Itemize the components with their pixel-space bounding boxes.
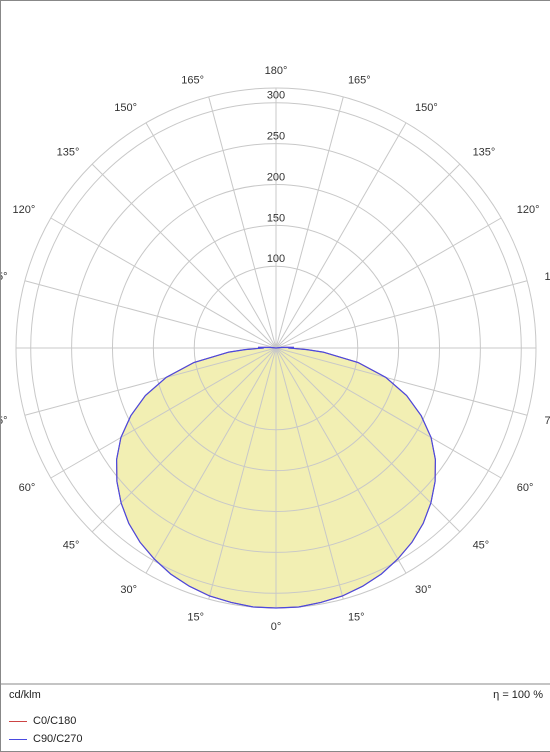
ring-label: 100 [267, 253, 285, 265]
legend: C0/C180 C90/C270 [9, 715, 83, 751]
ring-label: 150 [267, 212, 285, 224]
angle-label: 45° [63, 540, 80, 552]
ring-label: 200 [267, 171, 285, 183]
angle-label: 165° [181, 74, 204, 86]
legend-swatch [9, 739, 27, 740]
grid-radial [25, 281, 276, 348]
angle-label: 105° [1, 271, 7, 283]
ring-label: 300 [267, 90, 285, 102]
legend-item: C90/C270 [9, 733, 83, 751]
grid-radial [276, 218, 501, 348]
angle-label: 150° [415, 102, 438, 114]
angle-label: 135° [473, 146, 496, 158]
angle-label: 180° [265, 65, 288, 77]
angle-label: 15° [187, 612, 204, 624]
unit-label: cd/klm [9, 689, 41, 701]
angle-label: 45° [473, 540, 490, 552]
angle-label: 120° [12, 204, 35, 216]
grid-radial [276, 281, 527, 348]
angle-label: 30° [120, 584, 137, 596]
angle-label: 60° [517, 482, 534, 494]
legend-item: C0/C180 [9, 715, 83, 733]
efficiency-label: η = 100 % [493, 689, 543, 701]
angle-label: 120° [517, 204, 540, 216]
grid-radial [276, 97, 343, 348]
legend-label: C90/C270 [33, 733, 83, 745]
angle-label: 15° [348, 612, 365, 624]
ring-label: 250 [267, 131, 285, 143]
angle-label: 165° [348, 74, 371, 86]
grid-radial [276, 164, 460, 348]
legend-label: C0/C180 [33, 715, 76, 727]
grid-radial [51, 218, 276, 348]
angle-label: 150° [114, 102, 137, 114]
angle-label: 0° [271, 621, 282, 633]
legend-swatch [9, 721, 27, 722]
grid-radial [146, 123, 276, 348]
angle-label: 60° [19, 482, 36, 494]
angle-label: 105° [545, 271, 550, 283]
angle-label: 75° [1, 415, 7, 427]
angle-label: 75° [545, 415, 550, 427]
grid-radial [276, 123, 406, 348]
angle-label: 30° [415, 584, 432, 596]
polar-photometric-chart: { "chart": { "type": "polar-photometric"… [0, 0, 550, 752]
angle-label: 135° [57, 146, 80, 158]
grid-radial [92, 164, 276, 348]
polar-plot-svg: 100 150 200 250 300 0° 15° 15° 30° 30° 45° 45° 60° 60… [1, 1, 550, 751]
